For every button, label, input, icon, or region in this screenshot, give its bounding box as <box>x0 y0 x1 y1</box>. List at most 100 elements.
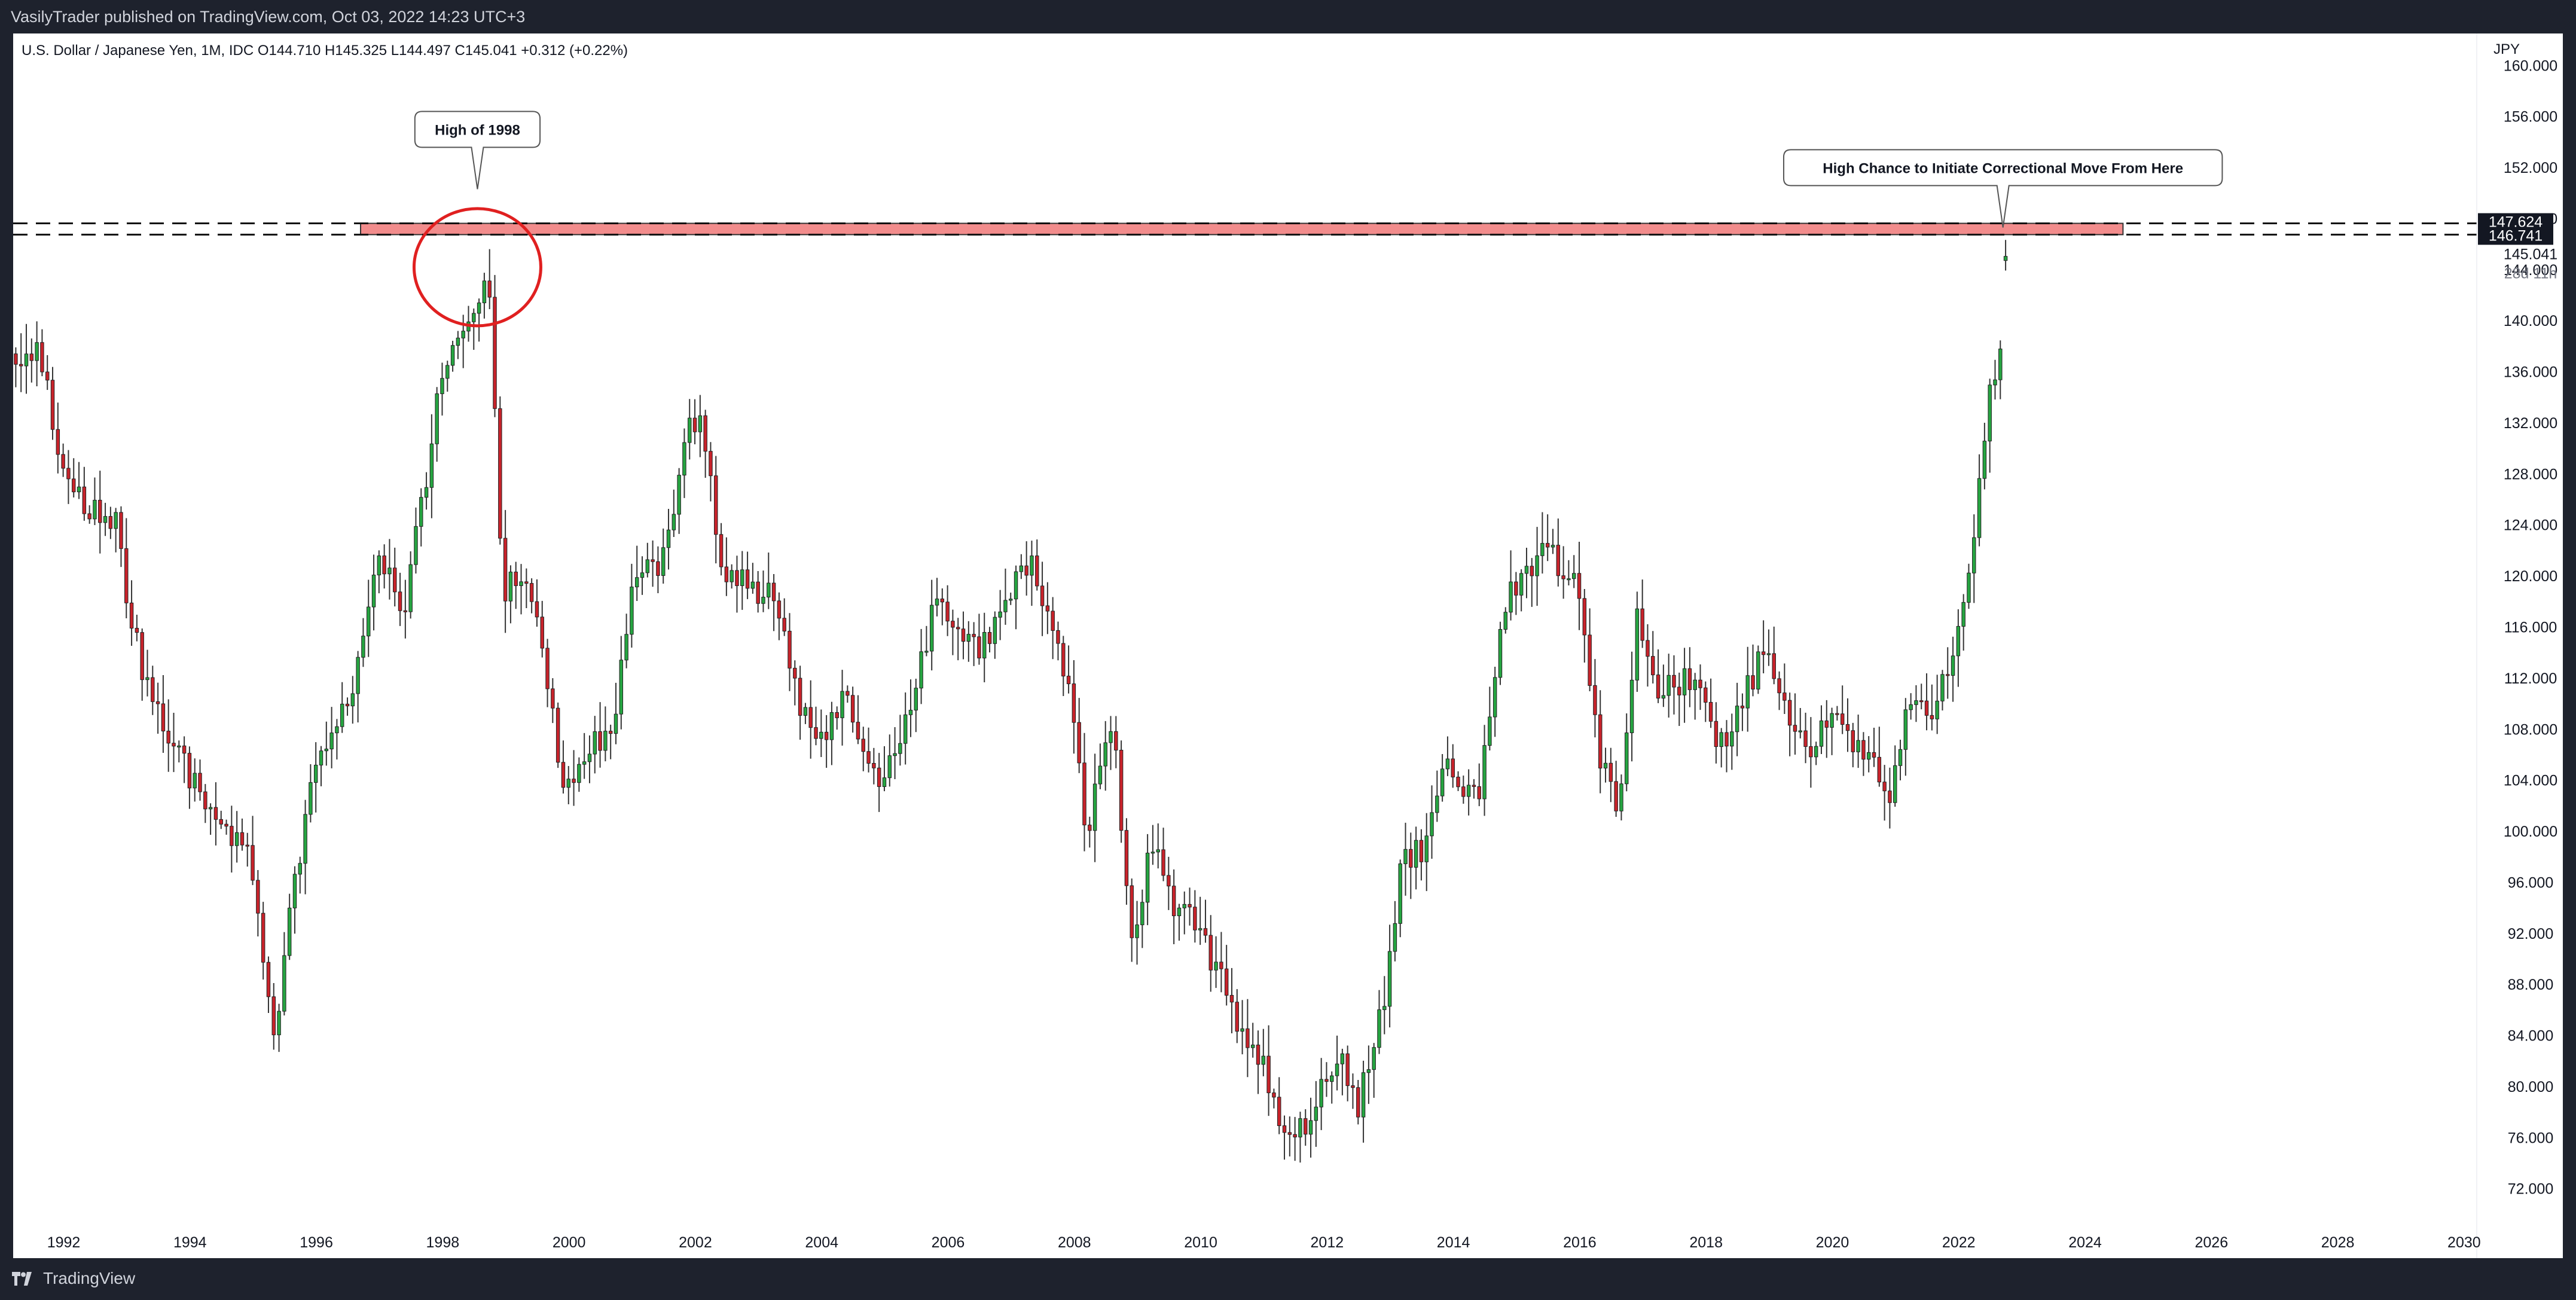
candle-body <box>1682 668 1687 695</box>
candle-body <box>266 962 271 997</box>
candle-body <box>1435 795 1439 813</box>
candle-body <box>1787 700 1792 726</box>
chart-canvas[interactable]: High of 1998 High Chance to Initiate Corr… <box>13 33 2563 1258</box>
candle-body <box>1256 1044 1260 1065</box>
candle-body <box>856 722 860 740</box>
candle-body <box>1351 1085 1355 1088</box>
candle-body <box>1972 537 1976 573</box>
candle-body <box>1629 679 1634 733</box>
price-axis[interactable]: 72.000 76.000 80.000 84.000 88.000 92.000 96.0… <box>2476 33 2557 1258</box>
candle-body <box>1751 675 1755 689</box>
candle-body <box>1466 785 1471 797</box>
candle-body <box>593 731 597 755</box>
time-tick-label: 1996 <box>300 1234 333 1251</box>
candle-body <box>1956 625 1961 657</box>
price-tag-label: 146.741 <box>2489 227 2543 244</box>
candle-body <box>709 451 713 477</box>
candle-body <box>1503 612 1507 630</box>
candle-body <box>1888 791 1892 803</box>
price-tag[interactable]: 146.741 <box>2478 227 2553 245</box>
candle-body <box>182 745 187 754</box>
candle-body <box>1261 1055 1266 1065</box>
candle-body <box>1861 740 1866 760</box>
candle-body <box>893 753 897 756</box>
candle-body <box>1177 907 1182 917</box>
bar-countdown-label: 28d 11h <box>2504 266 2557 282</box>
candle-body <box>1951 655 1955 676</box>
candle-body <box>1845 724 1850 731</box>
time-tick-label: 2000 <box>553 1234 586 1251</box>
candle-body <box>14 353 18 365</box>
candle-body <box>1298 1118 1302 1138</box>
candle-body <box>1203 928 1208 936</box>
tradingview-brand[interactable]: TradingView <box>11 1268 135 1289</box>
candle-body <box>1840 713 1845 725</box>
candle-body <box>445 365 450 379</box>
chart-background <box>13 33 2563 1258</box>
candle-body <box>1014 571 1018 600</box>
candle-body <box>1198 928 1202 930</box>
candle-body <box>750 581 755 589</box>
candle-body <box>1361 1072 1366 1118</box>
candle-body <box>1877 756 1882 783</box>
callout-correction[interactable]: High Chance to Initiate Correctional Mov… <box>1783 149 2223 228</box>
candle-body <box>1856 740 1860 752</box>
candle-body <box>350 693 355 707</box>
candle-body <box>19 364 23 367</box>
candle-body <box>524 581 529 584</box>
candle-body <box>877 767 881 787</box>
candle-body <box>282 955 286 1012</box>
candle-body <box>1345 1053 1350 1087</box>
candle-body <box>640 572 645 578</box>
resistance-zone[interactable] <box>360 222 2124 236</box>
candle-body <box>56 429 60 455</box>
candle-body <box>582 761 587 765</box>
candle-body <box>1208 935 1213 971</box>
candle-body <box>808 707 813 728</box>
candle-body <box>1040 585 1045 606</box>
candle-body <box>1519 573 1524 596</box>
candle-body <box>403 610 408 612</box>
price-tick-label: 88.000 <box>2508 976 2553 993</box>
candle-body <box>1982 441 1987 479</box>
callout-high-1998[interactable]: High of 1998 <box>414 111 541 190</box>
highlight-circle[interactable] <box>412 207 542 328</box>
candle-body <box>698 415 703 432</box>
price-tick-label: 76.000 <box>2508 1130 2553 1146</box>
candle-body <box>903 714 908 744</box>
candle-body <box>1140 902 1144 926</box>
candle-body <box>1124 830 1129 886</box>
candle-body <box>1761 651 1766 655</box>
time-tick-label: 1994 <box>173 1234 207 1251</box>
price-tick-label: 132.000 <box>2504 415 2557 432</box>
candle-body <box>1719 732 1723 747</box>
candle-body <box>1056 630 1060 644</box>
candle-body <box>1409 849 1413 868</box>
candle-body <box>161 703 166 732</box>
candle-body <box>1946 674 1950 676</box>
candle-body <box>866 751 871 764</box>
candle-body <box>651 559 655 562</box>
candle-body <box>172 743 176 747</box>
candle-body <box>40 342 44 373</box>
candle-body <box>382 556 386 575</box>
candle-body <box>1145 853 1150 903</box>
candle-body <box>303 814 307 864</box>
time-tick-label: 2030 <box>2447 1234 2481 1251</box>
plot-area: High of 1998 High Chance to Initiate Corr… <box>13 111 2477 1163</box>
candle-body <box>756 581 760 604</box>
tradingview-logo-icon <box>12 1272 32 1286</box>
candle-body <box>634 577 639 588</box>
candle-body <box>1772 653 1776 679</box>
candle-body <box>1287 1132 1292 1135</box>
candle-body <box>1614 781 1618 811</box>
candle-body <box>1156 849 1160 853</box>
candle-body <box>319 750 323 765</box>
candle-body <box>587 753 592 762</box>
candle-body <box>1704 687 1708 703</box>
time-axis[interactable]: 1992 1994 1996 1998 2000 2002 2004 2006 2008 2010… <box>47 1234 2481 1251</box>
candle-body <box>703 415 707 452</box>
candle-body <box>1182 904 1186 908</box>
candle-body <box>814 727 818 739</box>
candle-body <box>1335 1063 1339 1076</box>
